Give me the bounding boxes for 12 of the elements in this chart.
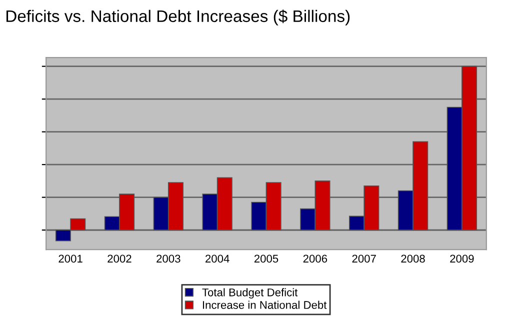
x-tick-label: 2007 (352, 254, 376, 263)
x-tick-label: 2002 (108, 254, 132, 263)
x-tick-label: 2008 (401, 254, 425, 263)
chart-title: Deficits vs. National Debt Increases ($ Billions) (6, 10, 350, 26)
x-tick-label: 2001 (58, 254, 82, 263)
legend-label: Increase in National Debt (202, 300, 327, 309)
x-tick-label: 2005 (254, 254, 278, 263)
x-tick-label: 2003 (156, 254, 180, 263)
x-tick-label: 2004 (206, 254, 230, 263)
x-tick-label: 2009 (450, 254, 474, 263)
legend-label: Total Budget Deficit (202, 288, 298, 299)
x-tick-label: 2006 (303, 254, 328, 263)
